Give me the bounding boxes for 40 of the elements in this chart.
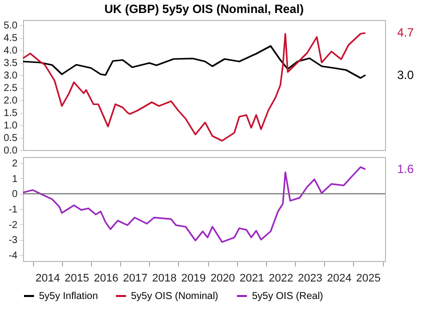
legend-label: 5y5y OIS (Real) xyxy=(252,291,324,302)
x-tick-label: 2014 xyxy=(36,272,60,284)
y-tick-label: 1.5 xyxy=(4,108,18,119)
y-tick-label: 2 xyxy=(12,158,18,170)
annotation: 1.6 xyxy=(397,162,414,176)
y-tick-label: 0 xyxy=(12,189,18,200)
x-tick-label: 2017 xyxy=(122,272,148,284)
x-tick-label: 2021 xyxy=(240,272,264,284)
y-tick-label: 2.0 xyxy=(4,96,18,106)
x-tick-label: 2019 xyxy=(181,272,206,284)
annotation: 3.0 xyxy=(397,68,414,82)
legend-label: 5y5y OIS (Nominal) xyxy=(131,291,218,302)
x-tick-label: 2015 xyxy=(64,272,90,284)
x-tick-label: 2025 xyxy=(356,272,381,284)
y-tick-label: -1 xyxy=(8,204,18,216)
x-tick-label: 2016 xyxy=(94,272,118,284)
x-tick-label: 2020 xyxy=(210,272,235,284)
y-tick-label: 4.0 xyxy=(4,46,18,56)
line-series xyxy=(22,166,366,243)
y-tick-label: 0.0 xyxy=(4,146,18,156)
y-tick-label: 0.5 xyxy=(4,133,18,144)
y-tick-label: 2.5 xyxy=(4,83,18,94)
line-series xyxy=(22,32,366,142)
x-tick-label: 2018 xyxy=(152,272,177,284)
line-series xyxy=(22,45,366,79)
y-tick-label: -2 xyxy=(8,220,18,231)
y-tick-label: 1.0 xyxy=(4,120,18,132)
x-tick-label: 2022 xyxy=(268,272,294,284)
y-tick-label: 3.5 xyxy=(4,58,18,69)
legend-label: 5y5y Inflation xyxy=(39,291,98,302)
y-tick-label: -4 xyxy=(8,250,18,262)
x-tick-label: 2024 xyxy=(327,272,352,284)
y-tick-label: 1 xyxy=(12,174,18,185)
annotation: 4.7 xyxy=(397,26,414,40)
y-tick-label: -3 xyxy=(8,235,18,246)
x-tick-label: 2023 xyxy=(298,272,322,284)
chart-title: UK (GBP) 5y5y OIS (Nominal, Real) xyxy=(104,2,304,16)
y-tick-label: 4.5 xyxy=(4,33,18,44)
y-tick-label: 3.0 xyxy=(4,70,18,82)
y-tick-label: 5.0 xyxy=(4,20,18,32)
